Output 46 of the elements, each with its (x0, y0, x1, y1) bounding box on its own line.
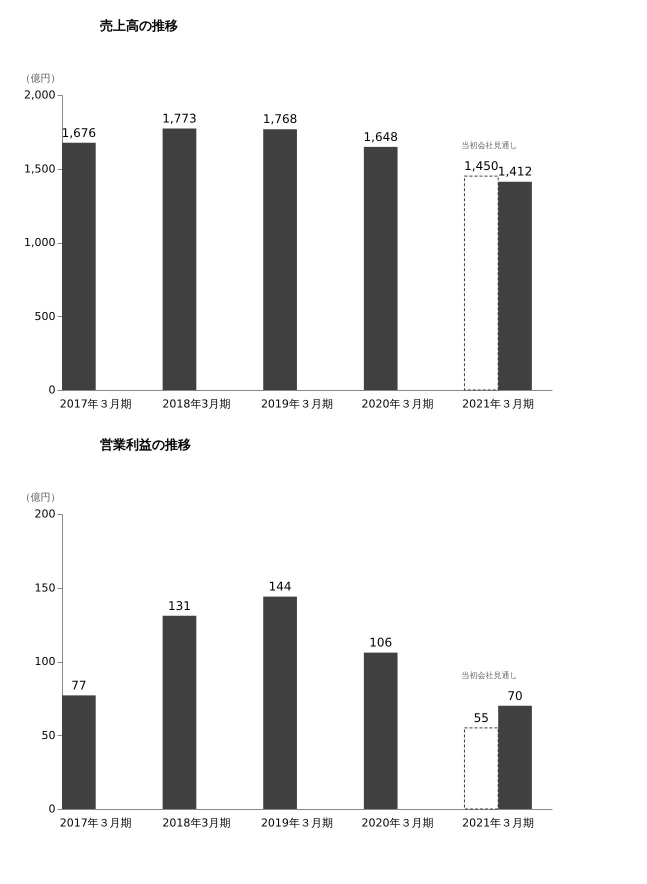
y-tick-label: 0 (48, 384, 56, 396)
x-tick-label: 2019年３月期 (260, 816, 333, 830)
data-label: 77 (71, 678, 86, 692)
data-label: 1,412 (498, 164, 532, 179)
bar (263, 129, 297, 390)
data-label: 1,773 (162, 111, 197, 126)
y-axis-title: （億円） (20, 492, 60, 504)
y-tick-label: 0 (48, 802, 56, 816)
data-label: 131 (168, 598, 191, 613)
y-tick-label: 100 (34, 655, 56, 668)
x-tick-label: 2018年3月期 (162, 816, 230, 830)
x-tick-label: 2020年３月期 (362, 816, 434, 830)
y-axis-title: （億円） (20, 72, 60, 84)
annotation: 当初会社見通し (461, 141, 518, 150)
x-tick-label: 2020年３月期 (362, 398, 434, 410)
data-label: 1,768 (262, 112, 298, 126)
data-label: 106 (369, 636, 392, 650)
bar (364, 652, 398, 809)
y-tick-label: 500 (34, 310, 56, 323)
bar (62, 142, 96, 390)
bar (62, 695, 96, 809)
bar (364, 146, 398, 390)
y-tick-label: 150 (34, 581, 56, 594)
data-label: 55 (474, 710, 489, 725)
data-label: 70 (507, 688, 523, 703)
y-tick-label: 200 (34, 508, 56, 520)
data-label: 1,676 (62, 126, 96, 140)
y-tick-label: 1,500 (24, 162, 56, 176)
data-label: 1,648 (364, 130, 398, 144)
annotation: 当初会社見通し (461, 670, 518, 680)
chart-title: 営業利益の推移 (100, 437, 191, 453)
y-tick-label: 50 (42, 728, 56, 742)
bar (162, 128, 196, 390)
data-label: 1,450 (464, 159, 498, 174)
bar (263, 596, 297, 809)
x-tick-label: 2017年３月期 (60, 816, 132, 830)
x-tick-label: 2021年３月期 (462, 398, 534, 410)
x-tick-label: 2017年３月期 (60, 398, 132, 410)
chart-title: 売上高の推移 (100, 18, 178, 34)
data-label: 144 (268, 580, 292, 594)
x-tick-label: 2018年3月期 (162, 398, 230, 410)
bar (162, 616, 196, 809)
y-tick-label: 2,000 (24, 88, 56, 102)
y-tick-label: 1,000 (24, 236, 56, 249)
x-tick-label: 2019年３月期 (260, 398, 333, 410)
x-tick-label: 2021年３月期 (462, 816, 534, 830)
